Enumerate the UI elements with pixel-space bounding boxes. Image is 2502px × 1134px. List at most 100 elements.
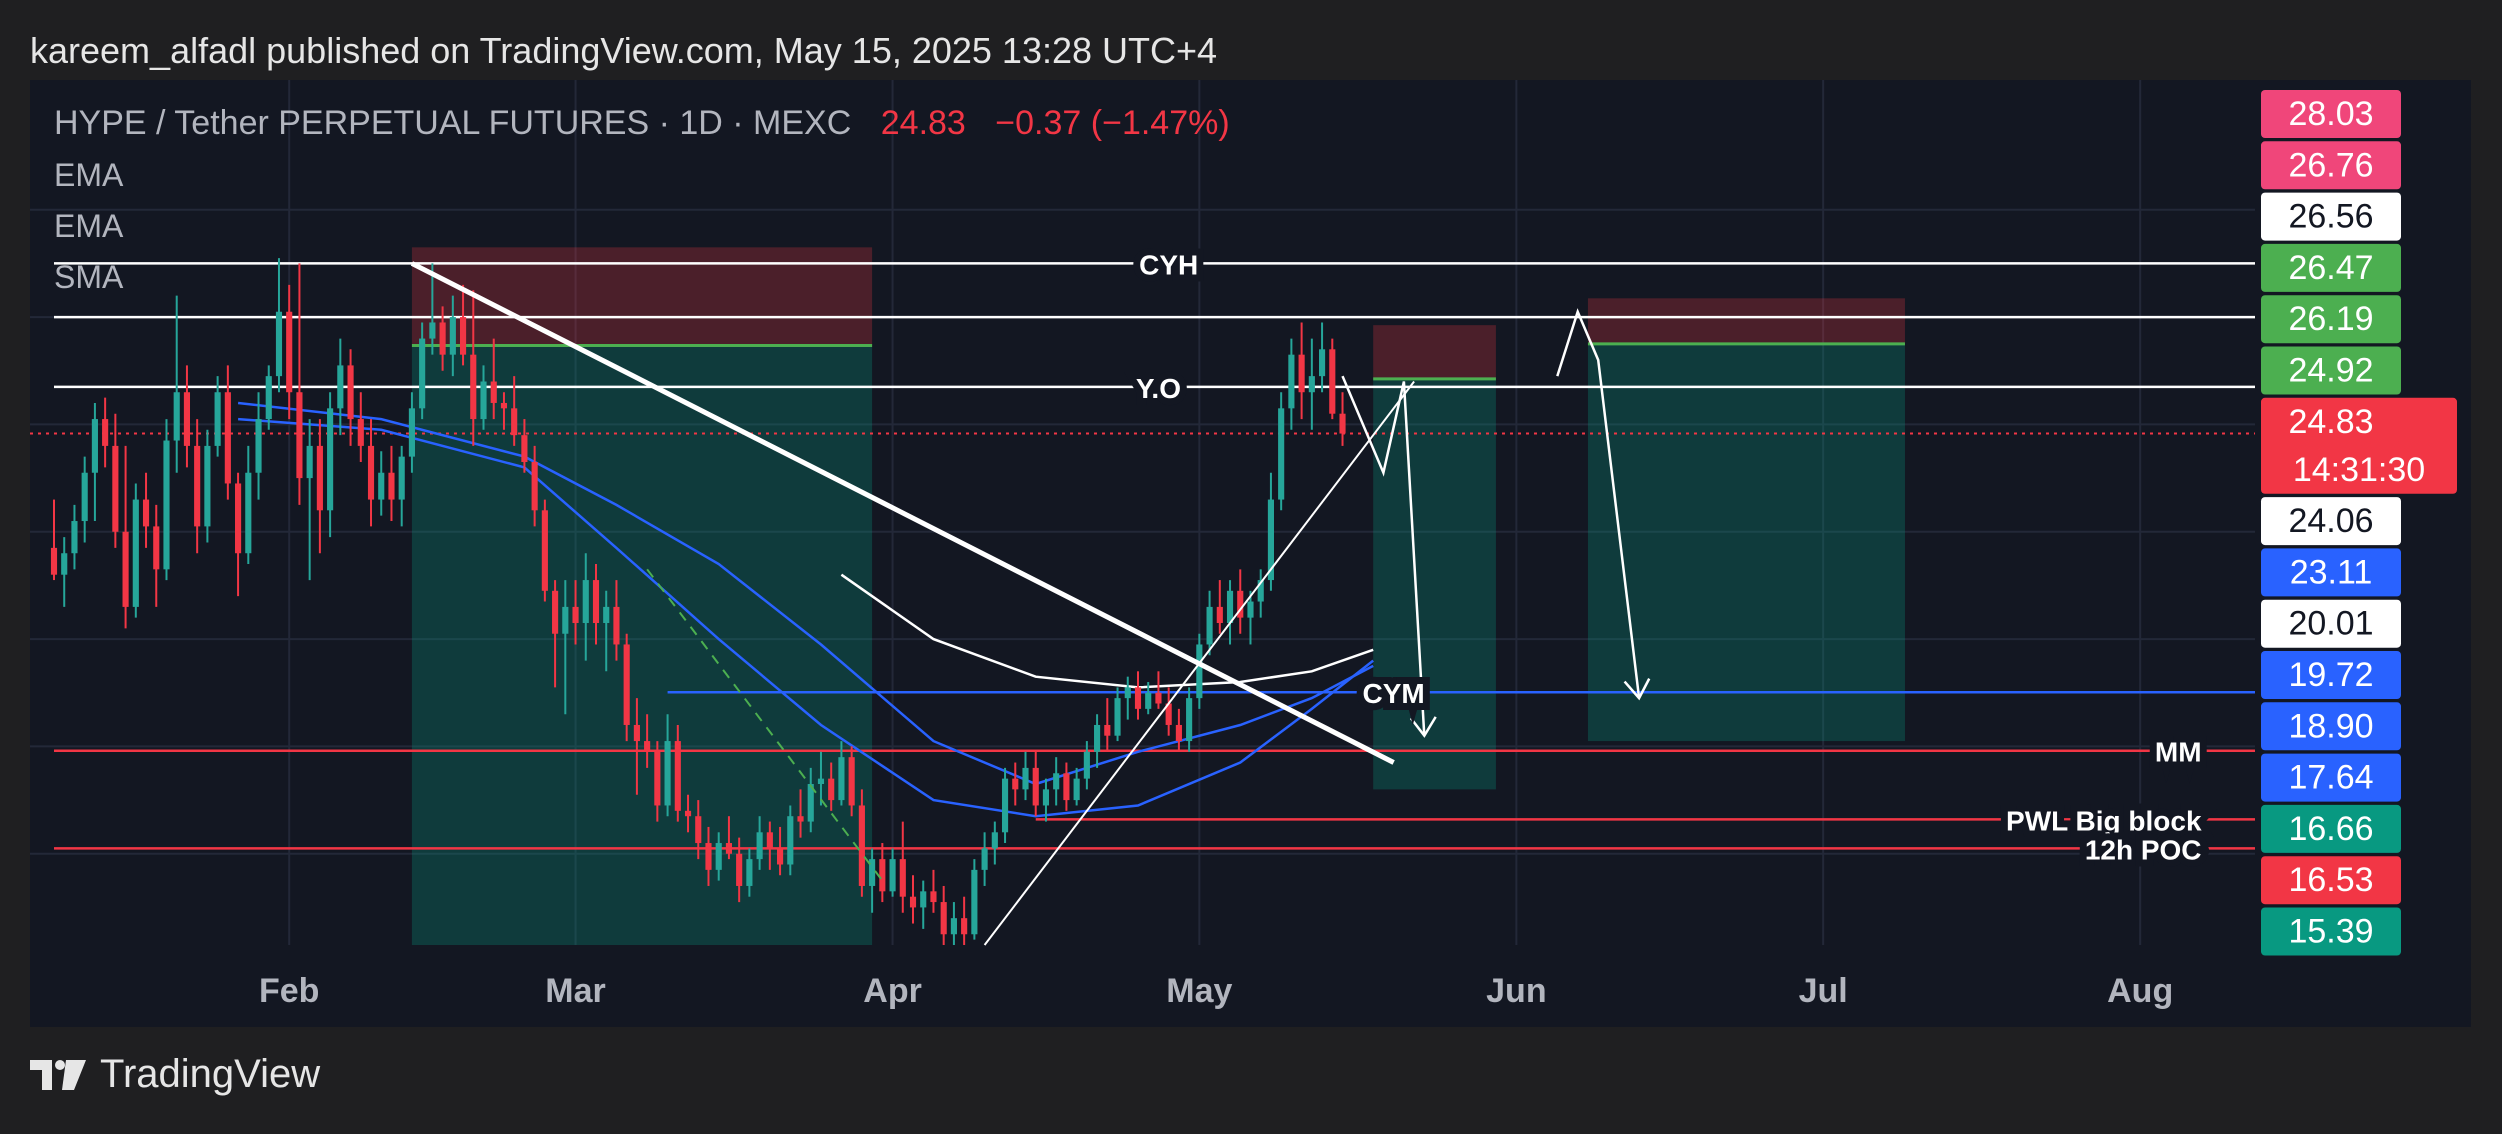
candle-body-62 [684, 810, 692, 817]
candle-body-90 [971, 869, 978, 935]
candle-body-21 [265, 376, 272, 420]
candle-body-34 [398, 456, 405, 500]
candle-body-26 [316, 445, 323, 511]
candle-body-86 [930, 891, 937, 903]
candle-body-51 [572, 606, 579, 623]
candle-body-81 [879, 859, 886, 892]
risk-zone-2 [1587, 298, 1905, 344]
candle-body-60 [664, 741, 671, 806]
candle-body-88 [950, 918, 957, 935]
candle-body-42 [480, 381, 487, 420]
countdown-tag: 14:31:30 [2293, 451, 2425, 489]
price-tag-bg-12 [2261, 753, 2401, 802]
candle-body-46 [521, 435, 528, 462]
candle-body-27 [327, 408, 334, 511]
candle-body-12 [173, 392, 180, 441]
candle-body-95 [1022, 767, 1029, 790]
tradingview-brand[interactable]: TradingView [30, 1052, 320, 1097]
price-tag-12: 17.64 [2288, 759, 2373, 797]
position-boxes [411, 247, 1905, 945]
price-tag-5: 24.92 [2288, 352, 2373, 390]
indicator-label-sma[interactable]: SMA [54, 259, 124, 295]
price-tag-bg-2 [2261, 192, 2401, 241]
projection-path-1 [1556, 308, 1641, 699]
horizontal-levels [30, 262, 2255, 850]
candle-body-13 [183, 392, 191, 446]
candle-body-73 [797, 816, 804, 822]
price-tag-bg-14 [2261, 856, 2401, 905]
price-tag-bg-5 [2261, 346, 2401, 395]
trendline-0 [410, 261, 1395, 765]
candle-body-112 [1196, 644, 1203, 699]
candle-body-123 [1308, 376, 1315, 393]
price-tag-4: 26.19 [2288, 300, 2373, 338]
indicator-label-ema-1[interactable]: EMA [54, 157, 124, 193]
x-tick-label-4: Jun [1486, 972, 1546, 1010]
candle-body-28 [337, 365, 344, 409]
candle-body-97 [1042, 789, 1050, 806]
candle-body-24 [296, 392, 303, 479]
chart-legend: HYPE / Tether PERPETUAL FUTURES · 1D · M… [54, 104, 1230, 295]
candle-body-25 [306, 445, 313, 479]
level-label-5: PWL Big block [2006, 805, 2202, 836]
time-axis: Feb Mar Apr May Jun Jul Aug [259, 972, 2173, 1010]
candle-body-9 [142, 499, 150, 527]
candle-body-85 [920, 891, 927, 908]
price-tag-2: 26.56 [2288, 198, 2373, 236]
candle-body-4 [91, 419, 98, 473]
candle-body-61 [674, 741, 681, 811]
candle-body-63 [695, 816, 702, 844]
price-tag-9: 20.01 [2288, 605, 2373, 643]
candle-body-84 [909, 896, 917, 908]
candle-body-116 [1237, 590, 1244, 618]
price-tag-bg-1 [2261, 141, 2401, 190]
candle-body-15 [204, 445, 211, 527]
candle-body-118 [1257, 580, 1264, 602]
candles [50, 258, 1346, 945]
candle-body-43 [490, 381, 497, 403]
price-tag-11: 18.90 [2288, 707, 2373, 745]
price-tag-15: 15.39 [2288, 913, 2373, 951]
candle-body-87 [940, 902, 947, 935]
price-tag-7: 24.06 [2288, 502, 2373, 540]
candle-body-126 [1339, 413, 1346, 434]
candle-body-92 [991, 832, 998, 849]
candle-body-91 [981, 848, 988, 870]
price-tag-bg-8 [2261, 548, 2401, 597]
candle-body-78 [848, 757, 855, 806]
price-tag-bg-6 [2261, 397, 2457, 494]
price-tag-bg-10 [2261, 651, 2401, 699]
candle-body-98 [1053, 773, 1060, 790]
candle-body-65 [715, 843, 722, 870]
candle-body-114 [1216, 606, 1223, 623]
indicator-label-ema-2[interactable]: EMA [54, 208, 124, 244]
candle-body-55 [613, 606, 620, 645]
level-label-4: MM [2155, 737, 2202, 768]
candle-body-77 [838, 757, 845, 801]
candle-body-119 [1267, 499, 1275, 581]
candle-body-7 [122, 531, 129, 607]
price-tag-14: 16.53 [2288, 861, 2373, 899]
level-label-6: 12h POC [2085, 834, 2202, 865]
candle-body-38 [439, 322, 446, 355]
price-axis: 28.03 26.76 26.56 26.47 26.19 24.92 24.83 14:31… [2261, 90, 2457, 956]
projection-arrowhead-1 [1623, 678, 1651, 701]
candle-body-99 [1063, 773, 1070, 801]
chart-panel[interactable]: CYH Y.O CYM MM PWL Big block 12h POC Feb Mar Ap… [30, 80, 2471, 1027]
candle-body-2 [71, 521, 78, 554]
candle-body-67 [736, 853, 743, 886]
candle-body-80 [869, 859, 876, 886]
candle-body-16 [214, 392, 221, 446]
candle-body-96 [1032, 767, 1039, 806]
candle-body-76 [828, 778, 835, 801]
candle-body-3 [81, 472, 88, 522]
candle-body-6 [112, 445, 119, 532]
candle-body-57 [633, 724, 640, 742]
candle-body-36 [419, 338, 426, 409]
candle-body-101 [1083, 751, 1090, 779]
candle-body-93 [1001, 778, 1009, 833]
price-change: −0.37 (−1.47%) [995, 104, 1229, 142]
candle-body-111 [1186, 698, 1193, 742]
candle-body-32 [378, 472, 385, 500]
